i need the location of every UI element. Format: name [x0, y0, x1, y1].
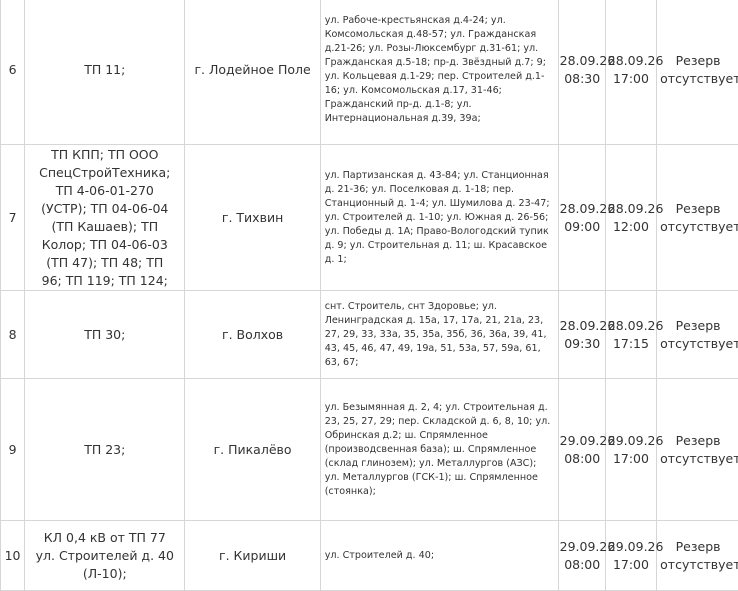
reserve-note: Резерв отсутствует	[660, 432, 736, 468]
substation-line: ТП 11;	[28, 61, 181, 79]
substation-line: КЛ 0,4 кВ от ТП 77	[28, 529, 181, 547]
substation-cell: ТП 23;	[25, 379, 185, 521]
substation-line: ТП 23;	[28, 441, 181, 459]
streets-cell: ул. Строителей д. 40;	[320, 521, 558, 591]
city-cell: г. Лодейное Поле	[185, 0, 320, 145]
table-row: 6 ТП 11; г. Лодейное Поле ул. Рабоче-кресть…	[1, 0, 738, 145]
reserve-note-cell: Резерв отсутствует	[657, 379, 738, 521]
city-name: г. Кириши	[188, 547, 316, 565]
start-time: 08:00	[560, 450, 605, 468]
substation-line: ТП 30;	[28, 326, 181, 344]
end-date: 29.09.26	[608, 432, 654, 450]
row-number-cell: 8	[1, 291, 25, 379]
reserve-note: Резерв отсутствует	[660, 317, 736, 353]
substation-cell: ТП 30;	[25, 291, 185, 379]
substation-line: (УСТР); ТП 04-06-04	[28, 200, 181, 218]
row-number-cell: 7	[1, 145, 25, 291]
start-date: 28.09.26	[560, 52, 605, 70]
streets-text: ул. Партизанская д. 43-84; ул. Станционн…	[325, 169, 554, 267]
end-time: 17:00	[608, 556, 654, 574]
streets-cell: ул. Рабоче-крестьянская д.4-24; ул. Комс…	[320, 0, 558, 145]
row-number: 9	[4, 441, 21, 459]
city-name: г. Тихвин	[188, 209, 316, 227]
reserve-note: Резерв отсутствует	[660, 52, 736, 88]
streets-cell: ул. Безымянная д. 2, 4; ул. Строительная…	[320, 379, 558, 521]
city-cell: г. Тихвин	[185, 145, 320, 291]
city-name: г. Волхов	[188, 326, 316, 344]
city-name: г. Лодейное Поле	[188, 61, 316, 79]
substation-line: 96; ТП 119; ТП 124;	[28, 272, 181, 290]
streets-text: снт. Строитель, снт Здоровье; ул. Ленинг…	[325, 300, 554, 370]
end-time: 17:00	[608, 70, 654, 88]
end-date: 28.09.26	[608, 200, 654, 218]
end-time: 12:00	[608, 218, 654, 236]
start-time: 09:30	[560, 335, 605, 353]
row-number-cell: 6	[1, 0, 25, 145]
start-time: 08:30	[560, 70, 605, 88]
start-date: 29.09.26	[560, 432, 605, 450]
streets-text: ул. Строителей д. 40;	[325, 549, 554, 563]
substation-line: ТП КПП; ТП ООО	[28, 146, 181, 164]
end-time: 17:15	[608, 335, 654, 353]
reserve-note: Резерв отсутствует	[660, 200, 736, 236]
start-date: 28.09.26	[560, 200, 605, 218]
end-time: 17:00	[608, 450, 654, 468]
row-number: 10	[4, 547, 21, 565]
substation-line: ул. Строителей д. 40	[28, 547, 181, 565]
start-date: 29.09.26	[560, 538, 605, 556]
streets-cell: снт. Строитель, снт Здоровье; ул. Ленинг…	[320, 291, 558, 379]
reserve-note-cell: Резерв отсутствует	[657, 521, 738, 591]
end-date: 29.09.26	[608, 538, 654, 556]
row-number-cell: 9	[1, 379, 25, 521]
city-cell: г. Пикалёво	[185, 379, 320, 521]
substation-cell: ТП 11;	[25, 0, 185, 145]
reserve-note: Резерв отсутствует	[660, 538, 736, 574]
start-date: 28.09.26	[560, 317, 605, 335]
row-number-cell: 10	[1, 521, 25, 591]
table-row: 8 ТП 30; г. Волхов снт. Строитель, снт Здор…	[1, 291, 738, 379]
row-number: 7	[4, 209, 21, 227]
row-number: 8	[4, 326, 21, 344]
reserve-note-cell: Резерв отсутствует	[657, 0, 738, 145]
reserve-note-cell: Резерв отсутствует	[657, 291, 738, 379]
substation-line: Колор; ТП 04-06-03	[28, 236, 181, 254]
row-number: 6	[4, 61, 21, 79]
streets-text: ул. Рабоче-крестьянская д.4-24; ул. Комс…	[325, 14, 554, 126]
substation-line: (ТП Кашаев); ТП	[28, 218, 181, 236]
reserve-note-cell: Резерв отсутствует	[657, 145, 738, 291]
start-time: 08:00	[560, 556, 605, 574]
table-row: 9 ТП 23; г. Пикалёво ул. Безымянная д. 2, 4…	[1, 379, 738, 521]
end-date: 28.09.26	[608, 52, 654, 70]
substation-line: СпецСтройТехника;	[28, 164, 181, 182]
city-cell: г. Волхов	[185, 291, 320, 379]
start-time: 09:00	[560, 218, 605, 236]
streets-text: ул. Безымянная д. 2, 4; ул. Строительная…	[325, 401, 554, 499]
substation-line: (ТП 47); ТП 48; ТП	[28, 254, 181, 272]
end-date: 28.09.26	[608, 317, 654, 335]
substation-line: ТП 4-06-01-270	[28, 182, 181, 200]
city-name: г. Пикалёво	[188, 441, 316, 459]
city-cell: г. Кириши	[185, 521, 320, 591]
streets-cell: ул. Партизанская д. 43-84; ул. Станционн…	[320, 145, 558, 291]
